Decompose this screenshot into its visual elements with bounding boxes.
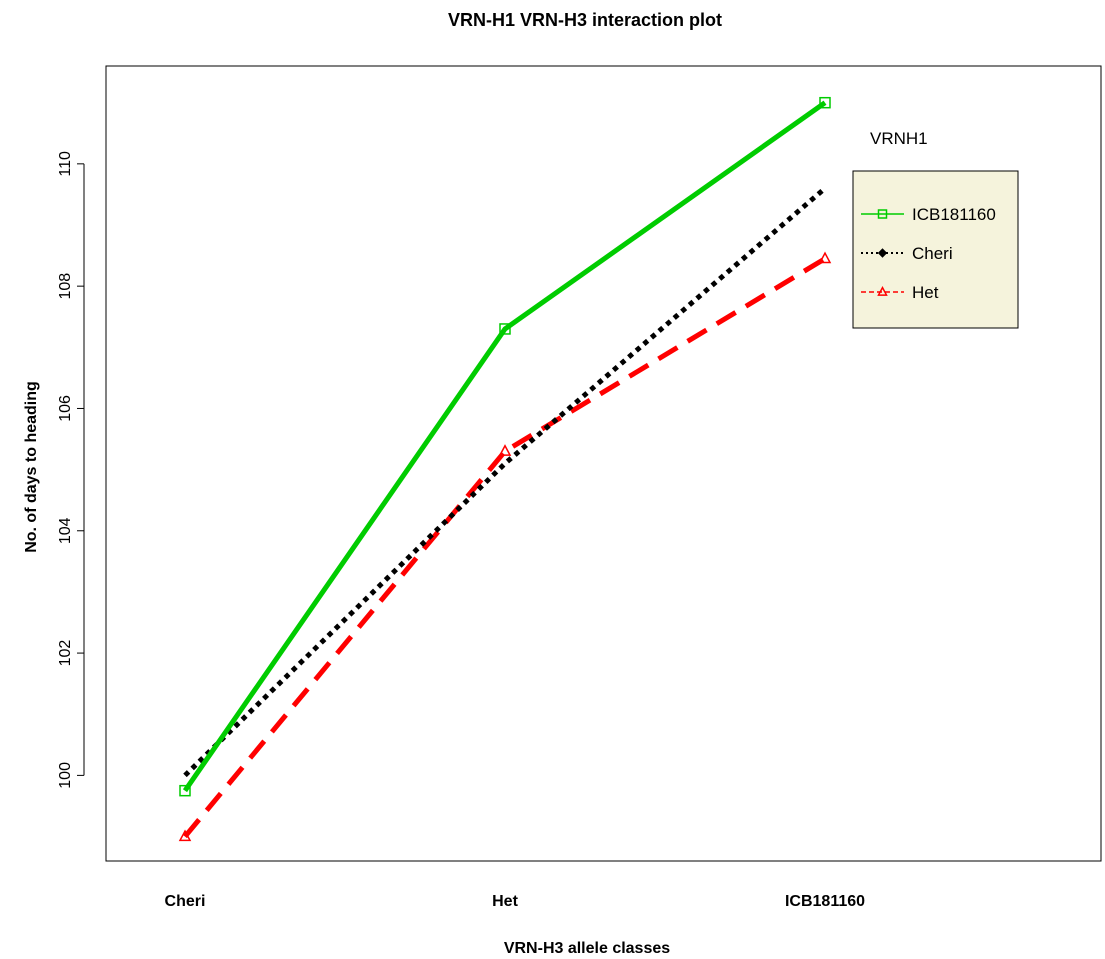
x-tick-label: ICB181160 bbox=[785, 893, 865, 910]
legend-item-cheri: Cheri bbox=[861, 244, 953, 263]
y-axis-label: No. of days to heading bbox=[23, 381, 40, 553]
series-marker-square bbox=[819, 96, 831, 109]
y-axis: 100 102 104 106 108 110 bbox=[57, 151, 85, 789]
legend-title: VRNH1 bbox=[870, 129, 928, 148]
legend-box bbox=[852, 170, 1019, 329]
legend: ICB181160 Cheri Het bbox=[852, 170, 1019, 329]
legend-item-het: Het bbox=[861, 283, 939, 302]
x-axis: Cheri Het ICB181160 bbox=[165, 893, 866, 910]
plot-frame bbox=[105, 65, 1102, 862]
series-line bbox=[183, 186, 827, 778]
series-layer bbox=[178, 96, 832, 842]
series-het bbox=[178, 251, 832, 842]
y-tick-label: 100 bbox=[57, 762, 74, 789]
series-cheri bbox=[183, 186, 827, 778]
series-icb181160 bbox=[179, 96, 831, 797]
legend-label: ICB181160 bbox=[912, 205, 996, 224]
series-marker-triangle bbox=[818, 251, 832, 264]
series-marker-triangle bbox=[498, 444, 512, 456]
chart-title: VRN-H1 VRN-H3 interaction plot bbox=[448, 10, 722, 30]
y-tick-label: 102 bbox=[57, 640, 74, 667]
legend-label: Het bbox=[912, 283, 939, 302]
series-line bbox=[182, 100, 827, 793]
series-marker-square bbox=[499, 323, 511, 335]
x-tick-label: Het bbox=[492, 893, 518, 910]
y-tick-label: 108 bbox=[57, 273, 74, 300]
y-tick-label: 104 bbox=[57, 517, 74, 544]
series-marker-triangle bbox=[877, 286, 888, 296]
y-tick-label: 106 bbox=[57, 395, 74, 422]
series-line bbox=[183, 256, 827, 839]
series-marker-square bbox=[877, 209, 888, 219]
x-axis-label: VRN-H3 allele classes bbox=[504, 940, 670, 957]
legend-label: Cheri bbox=[912, 244, 953, 263]
series-marker-square bbox=[179, 784, 191, 797]
series-marker-triangle bbox=[178, 829, 192, 842]
x-tick-label: Cheri bbox=[165, 893, 206, 910]
y-tick-label: 110 bbox=[57, 151, 74, 177]
series-marker-diamond bbox=[877, 248, 888, 258]
legend-item-icb181160: ICB181160 bbox=[861, 205, 996, 224]
